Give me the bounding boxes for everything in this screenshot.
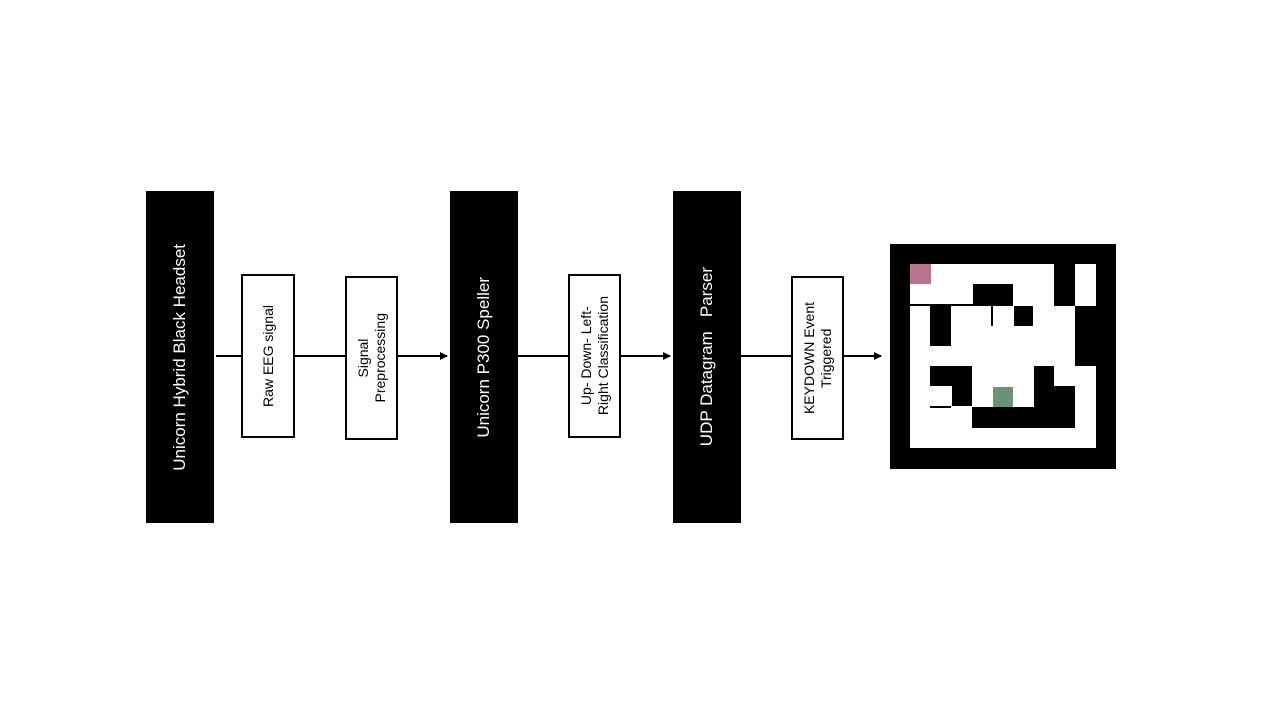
maze-start-cell xyxy=(910,264,931,284)
preprocessing-box: Signal Preprocessing xyxy=(345,276,398,440)
classification-label: Up- Down- Left- Right Classification xyxy=(577,296,611,416)
maze-corridor xyxy=(951,428,1075,448)
parser-block: UDP Datagram Parser xyxy=(673,191,741,523)
keydown-box: KEYDOWN Event Triggered xyxy=(791,276,844,440)
maze-corridor xyxy=(951,306,991,326)
maze-corridor xyxy=(1013,366,1034,407)
maze-corridor xyxy=(930,346,1075,366)
maze-corridor xyxy=(1033,306,1075,326)
maze-corridor xyxy=(910,408,951,448)
headset-block: Unicorn Hybrid Black Headset xyxy=(146,191,214,523)
parser-label: UDP Datagram Parser xyxy=(696,267,716,447)
maze-corridor xyxy=(910,386,952,406)
speller-label: Unicorn P300 Speller xyxy=(473,276,493,438)
maze-game xyxy=(890,244,1116,469)
raw-eeg-box: Raw EEG signal xyxy=(241,274,295,438)
maze-corridor xyxy=(1075,264,1096,306)
maze-corridor xyxy=(1075,386,1096,448)
keydown-label: KEYDOWN Event Triggered xyxy=(800,301,834,415)
maze-corridor xyxy=(910,284,973,304)
maze-corridor xyxy=(972,366,993,407)
maze-corridor xyxy=(1013,264,1054,306)
classification-box: Up- Down- Left- Right Classification xyxy=(568,274,621,438)
maze-corridor xyxy=(1054,366,1096,386)
headset-label: Unicorn Hybrid Black Headset xyxy=(169,243,189,471)
raw-eeg-label: Raw EEG signal xyxy=(259,305,276,407)
speller-block: Unicorn P300 Speller xyxy=(450,191,518,523)
maze-goal-cell xyxy=(993,387,1013,407)
preprocessing-label: Signal Preprocessing xyxy=(354,313,388,403)
